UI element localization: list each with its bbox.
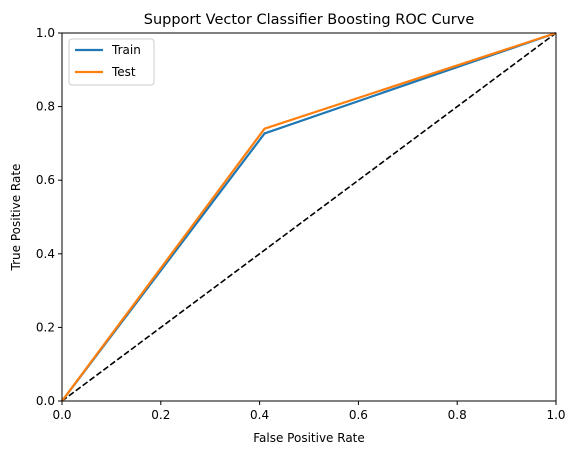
y-tick-label: 0.4 bbox=[36, 247, 55, 261]
reference-diagonal-line bbox=[61, 32, 557, 402]
legend-label-train: Train bbox=[111, 43, 141, 57]
x-axis-label: False Positive Rate bbox=[253, 431, 365, 445]
y-tick-label: 0.8 bbox=[36, 100, 55, 114]
series-line-train bbox=[61, 31, 557, 402]
y-tick-label: 1.0 bbox=[36, 26, 55, 40]
chart-title: Support Vector Classifier Boosting ROC C… bbox=[144, 12, 475, 28]
y-tick-label: 0.0 bbox=[36, 394, 55, 408]
y-tick-label: 0.2 bbox=[36, 320, 55, 334]
x-tick-label: 1.0 bbox=[546, 408, 565, 422]
x-tick-label: 0.2 bbox=[151, 408, 170, 422]
series-line-test bbox=[61, 31, 557, 402]
legend-label-test: Test bbox=[111, 65, 136, 79]
plot-area: 0.0 0.2 0.4 0.6 0.8 1.0 0.0 0.2 0.4 0.6 0.8 1.0 Trai… bbox=[36, 26, 566, 422]
legend: Train Test bbox=[68, 38, 155, 86]
x-tick-label: 0.6 bbox=[349, 408, 368, 422]
y-tick-label: 0.6 bbox=[36, 173, 55, 187]
x-tick-label: 0.0 bbox=[52, 408, 71, 422]
x-tick-label: 0.8 bbox=[448, 408, 467, 422]
x-tick-label: 0.4 bbox=[250, 408, 269, 422]
plot-frame bbox=[61, 32, 557, 402]
y-axis-label: True Positive Rate bbox=[9, 164, 23, 272]
